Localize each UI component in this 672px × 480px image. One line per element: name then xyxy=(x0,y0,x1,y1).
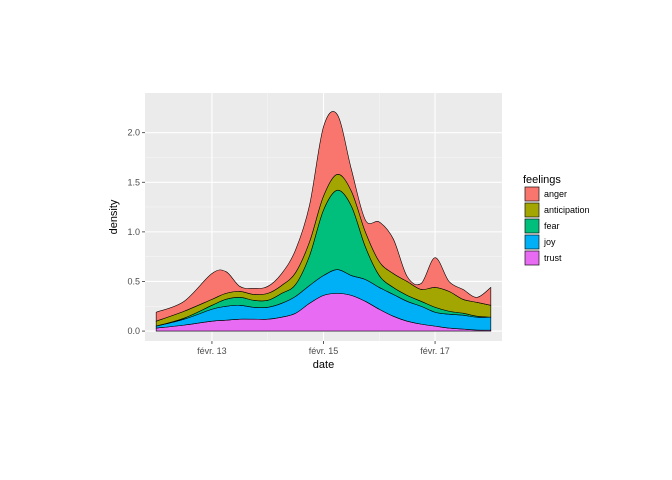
y-tick-label: 1.5 xyxy=(127,177,140,187)
legend-title: feelings xyxy=(523,174,561,186)
x-axis-title: date xyxy=(313,359,334,371)
stacked-areas xyxy=(155,111,492,332)
legend-label-anger: anger xyxy=(544,189,567,199)
y-tick-label: 0.0 xyxy=(127,326,140,336)
x-axis: févr. 13 févr. 15 févr. 17 xyxy=(197,341,450,356)
legend-label-trust: trust xyxy=(544,253,562,263)
y-tick-label: 2.0 xyxy=(127,128,140,138)
x-tick-label: févr. 17 xyxy=(420,346,450,356)
legend-key-joy xyxy=(524,234,540,250)
x-tick-label: févr. 15 xyxy=(309,346,339,356)
y-axis: 0.0 0.5 1.0 1.5 2.0 xyxy=(127,128,145,336)
legend: feelings anger anticipation fear joy trust xyxy=(523,174,590,266)
legend-key-fear xyxy=(524,218,540,234)
legend-label-fear: fear xyxy=(544,221,560,231)
legend-key-trust xyxy=(524,250,540,266)
x-tick-label: févr. 13 xyxy=(197,346,227,356)
legend-label-joy: joy xyxy=(543,237,556,247)
y-axis-title: density xyxy=(108,199,120,234)
legend-label-anticipation: anticipation xyxy=(544,205,590,215)
legend-key-anger xyxy=(524,186,540,202)
y-tick-label: 1.0 xyxy=(127,227,140,237)
legend-key-anticipation xyxy=(524,202,540,218)
y-tick-label: 0.5 xyxy=(127,276,140,286)
area-anger xyxy=(155,111,492,322)
